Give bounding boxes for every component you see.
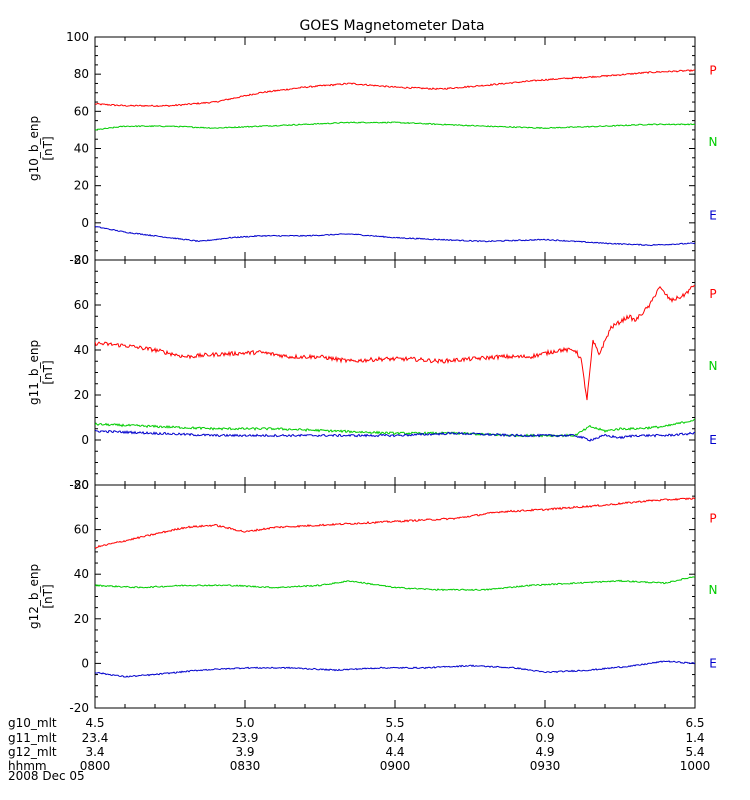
- x-row-value: 4.4: [385, 745, 404, 759]
- x-row-value: 0830: [230, 759, 261, 773]
- legend-label-n: N: [709, 583, 718, 597]
- legend-label-e: E: [709, 208, 717, 222]
- y-tick-label: 20: [74, 179, 89, 193]
- legend-label-p: P: [709, 63, 716, 77]
- x-row-value: 6.5: [685, 716, 704, 730]
- y-tick-label: 0: [81, 433, 89, 447]
- y-axis-unit: [nT]: [41, 136, 55, 160]
- legend-label-p: P: [709, 511, 716, 525]
- panel-2: -20 0 20 40 60 80 g11_b_enp [nT] P N E: [27, 253, 717, 492]
- y-tick-label: 20: [74, 388, 89, 402]
- y-tick-label: 60: [74, 104, 89, 118]
- chart-title: GOES Magnetometer Data: [299, 18, 484, 34]
- x-row-value: 5.5: [385, 716, 404, 730]
- legend-label-n: N: [709, 135, 718, 149]
- y-axis-unit: [nT]: [41, 360, 55, 384]
- x-row-value: 4.9: [535, 745, 554, 759]
- y-tick-label: 40: [74, 567, 89, 581]
- x-row-value: 0800: [80, 759, 111, 773]
- y-axis-unit: [nT]: [41, 584, 55, 608]
- y-tick-label: 80: [74, 478, 89, 492]
- series-line-p: [95, 69, 695, 108]
- series-line-p: [95, 497, 695, 549]
- x-row-name: g11_mlt: [8, 731, 57, 745]
- legend-label-e: E: [709, 433, 717, 447]
- panel-frame: [94, 484, 696, 709]
- y-tick-label: 100: [66, 30, 89, 44]
- x-row-value: 0900: [380, 759, 411, 773]
- series-line-n: [95, 121, 695, 131]
- legend-label-n: N: [709, 359, 718, 373]
- y-tick-label: 0: [81, 656, 89, 670]
- y-tick-label: 40: [74, 142, 89, 156]
- x-row-value: 0.9: [535, 731, 554, 745]
- panel-frame: [94, 259, 696, 486]
- x-row-value: 1000: [680, 759, 711, 773]
- y-tick-label: 20: [74, 612, 89, 626]
- panel-frame: [94, 36, 696, 261]
- x-row-value: 3.9: [235, 745, 254, 759]
- panel-3: -20 0 20 40 60 80 g12_b_enp [nT] P N E: [27, 478, 717, 715]
- series-line-e: [95, 225, 695, 247]
- y-tick-label: 80: [74, 67, 89, 81]
- y-tick-label: 0: [81, 216, 89, 230]
- panel-1: -20 0 20 40 60 80 100 g10_b_enp [nT] P N E: [27, 30, 717, 267]
- x-row-value: 5.4: [685, 745, 704, 759]
- x-row-name: g10_mlt: [8, 716, 57, 730]
- series-line-n: [95, 418, 695, 438]
- x-row-name: hhmm: [8, 759, 47, 773]
- legend-label-p: P: [709, 287, 716, 301]
- y-tick-label: 40: [74, 343, 89, 357]
- x-row-value: 1.4: [685, 731, 704, 745]
- y-axis-label: g10_b_enp: [27, 116, 41, 181]
- x-row-value: 3.4: [85, 745, 104, 759]
- y-tick-label: -20: [69, 701, 89, 715]
- y-axis-label: g11_b_enp: [27, 340, 41, 405]
- date-label: 2008 Dec 05: [8, 769, 85, 783]
- legend-label-e: E: [709, 656, 717, 670]
- x-row-value: 0.4: [385, 731, 404, 745]
- x-axis-label-rows: g10_mlt 4.5 5.0 5.5 6.0 6.5 g11_mlt 23.4 23.9 0.4…: [8, 716, 710, 773]
- x-row-name: g12_mlt: [8, 745, 57, 759]
- x-row-value: 4.5: [85, 716, 104, 730]
- x-row-value: 0930: [530, 759, 561, 773]
- y-tick-label: -20: [69, 478, 89, 492]
- x-row-value: 5.0: [235, 716, 254, 730]
- y-tick-label: 80: [74, 253, 89, 267]
- x-row-value: 23.9: [232, 731, 259, 745]
- x-row-value: 23.4: [82, 731, 109, 745]
- y-tick-label: 60: [74, 298, 89, 312]
- series-line-p: [95, 285, 695, 401]
- y-tick-label: -20: [69, 253, 89, 267]
- y-axis-label: g12_b_enp: [27, 564, 41, 629]
- series-line-n: [95, 576, 695, 592]
- series-line-e: [95, 660, 695, 678]
- x-row-value: 6.0: [535, 716, 554, 730]
- y-tick-label: 60: [74, 523, 89, 537]
- series-line-e: [95, 429, 695, 442]
